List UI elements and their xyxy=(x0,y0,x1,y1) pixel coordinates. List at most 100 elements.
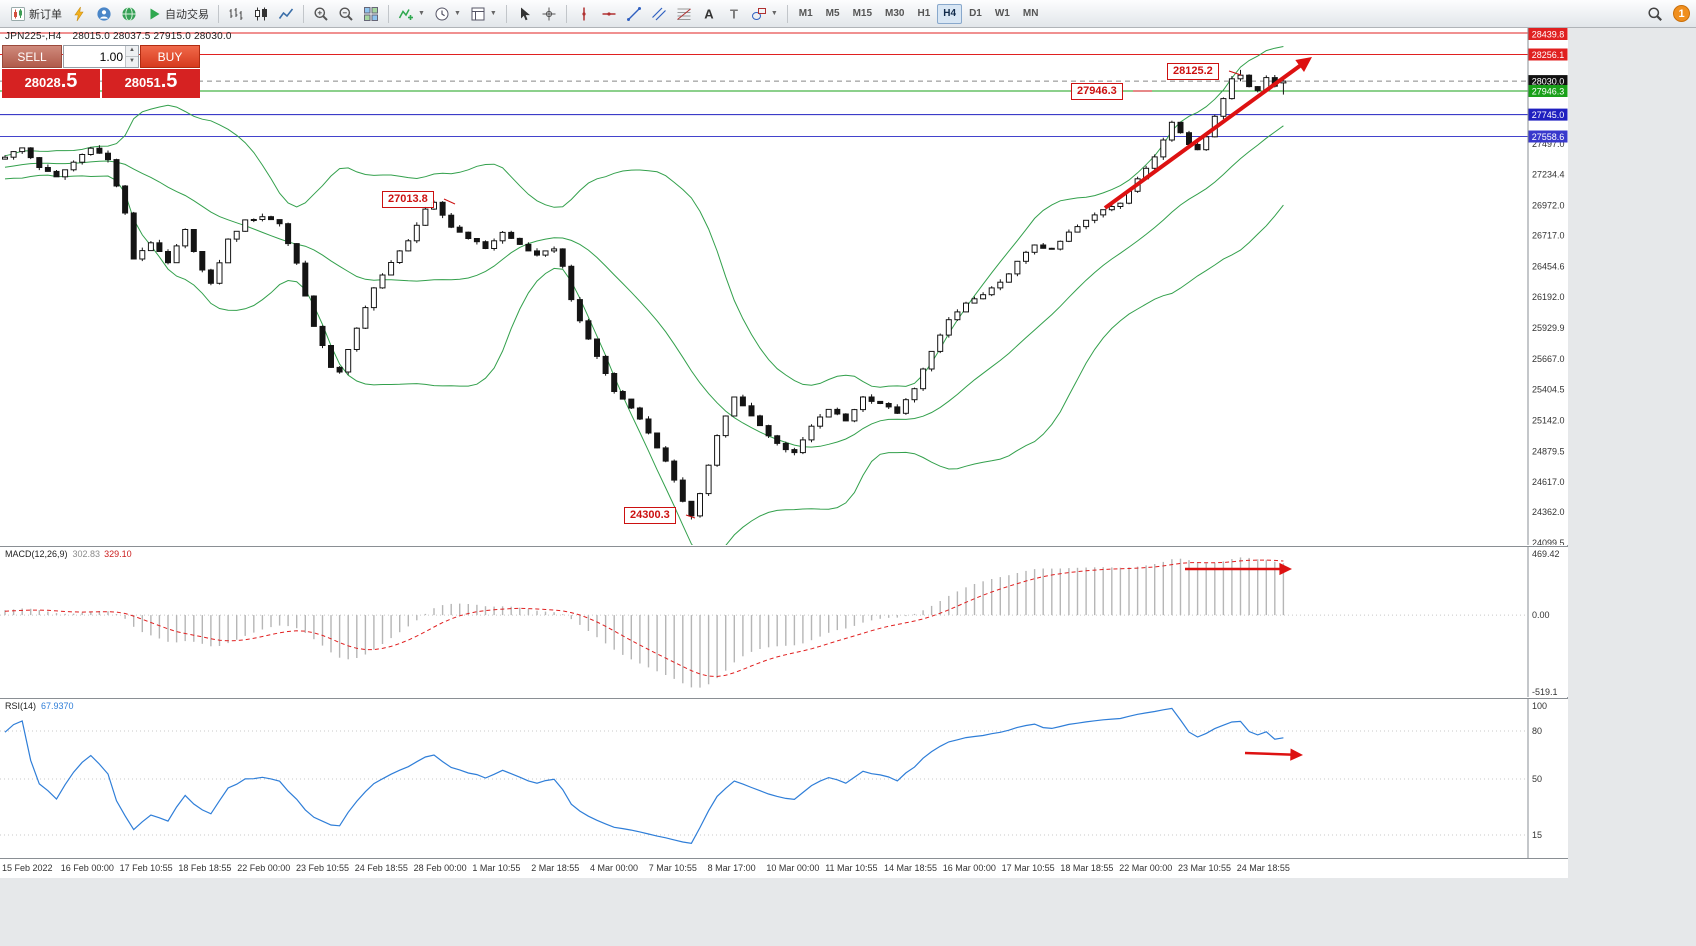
volume-up-button[interactable]: ▲ xyxy=(126,46,138,56)
volume-down-button[interactable]: ▼ xyxy=(126,56,138,67)
main-price-axis[interactable]: 27497.0 27234.4 26972.0 26717.0 26454.6 26192… xyxy=(1527,28,1568,545)
zoom-out-button[interactable] xyxy=(334,3,358,25)
price-annotation[interactable]: 28125.2 xyxy=(1167,63,1219,80)
timeframe-h4[interactable]: H4 xyxy=(937,3,963,24)
profile-icon xyxy=(97,6,111,21)
buy-price-pips: .5 xyxy=(160,70,178,92)
templates-button[interactable]: ▼ xyxy=(466,3,501,25)
time-label: 17 Mar 10:55 xyxy=(1001,863,1055,873)
svg-text:26717.0: 26717.0 xyxy=(1532,230,1565,240)
macd-histogram xyxy=(4,557,1285,688)
autotrading-button-label: 自动交易 xyxy=(165,8,209,21)
rsi-arrow[interactable] xyxy=(1244,748,1303,761)
macd-arrow[interactable] xyxy=(1185,562,1292,576)
main-chart-panel[interactable]: 27497.0 27234.4 26972.0 26717.0 26454.6 26192… xyxy=(0,28,1568,545)
text-label-button[interactable]: T xyxy=(722,3,746,25)
fibonacci-button[interactable] xyxy=(672,3,696,25)
time-label: 18 Mar 18:55 xyxy=(1060,863,1114,873)
timeframe-mn[interactable]: MN xyxy=(1022,8,1039,19)
time-label: 4 Mar 00:00 xyxy=(590,863,639,873)
vertical-line-button[interactable] xyxy=(572,3,596,25)
vertical-line-icon xyxy=(582,7,586,20)
timeframe-m5[interactable]: M5 xyxy=(825,8,840,19)
rsi-canvas[interactable]: 100 80 50 15 xyxy=(0,699,1568,858)
timeframe-d1[interactable]: D1 xyxy=(969,8,982,19)
chevron-down-icon: ▼ xyxy=(489,10,497,17)
toolbar-separator xyxy=(565,4,567,23)
svg-text:24617.0: 24617.0 xyxy=(1532,477,1565,487)
trend-arrow[interactable] xyxy=(1103,57,1312,210)
toolbar-separator xyxy=(218,4,219,23)
toolbar-separator xyxy=(505,4,507,23)
volume-input[interactable] xyxy=(64,49,125,64)
ohlc-bars-button[interactable] xyxy=(224,3,248,25)
timeframe-m15[interactable]: M15 xyxy=(852,8,873,19)
sell-button[interactable]: SELL xyxy=(2,45,62,68)
data-window-button[interactable] xyxy=(117,3,141,25)
macd-canvas[interactable]: 469.42 0.00 -519.1 xyxy=(0,547,1568,697)
timeframe-m1[interactable]: M1 xyxy=(798,8,813,19)
timeframe-w1[interactable]: W1 xyxy=(994,8,1010,19)
channel-button[interactable] xyxy=(647,3,671,25)
svg-text:50: 50 xyxy=(1532,774,1542,784)
price-annotation[interactable]: 24300.3 xyxy=(624,507,676,524)
time-label: 22 Mar 00:00 xyxy=(1119,863,1173,873)
toolbar-separator xyxy=(786,4,788,23)
svg-text:27558.6: 27558.6 xyxy=(1532,132,1565,142)
tile-windows-button[interactable] xyxy=(359,3,383,25)
time-label: 2 Mar 18:55 xyxy=(531,863,580,873)
line-chart-button[interactable] xyxy=(274,3,298,25)
buy-button[interactable]: BUY xyxy=(140,45,200,68)
svg-text:15: 15 xyxy=(1532,830,1542,840)
text-button[interactable]: A xyxy=(697,3,721,25)
price-annotation[interactable]: 27946.3 xyxy=(1071,83,1123,100)
horizontal-line-button[interactable] xyxy=(597,3,621,25)
indicators-icon xyxy=(398,8,413,20)
svg-text:24362.0: 24362.0 xyxy=(1532,507,1565,517)
expert-advisors-button[interactable] xyxy=(67,3,91,25)
svg-text:27497.0: 27497.0 xyxy=(1532,139,1565,149)
zoom-in-button[interactable] xyxy=(309,3,333,25)
cursor-icon xyxy=(520,7,530,20)
svg-text:26454.6: 26454.6 xyxy=(1532,261,1565,271)
chart-window: 27497.0 27234.4 26972.0 26717.0 26454.6 26192… xyxy=(0,28,1568,878)
price-chart-canvas[interactable]: 27497.0 27234.4 26972.0 26717.0 26454.6 26192… xyxy=(0,28,1568,545)
macd-value-signal: 329.10 xyxy=(104,549,132,559)
buy-price[interactable]: 28051.5 xyxy=(102,69,200,98)
cursor-button[interactable] xyxy=(512,3,536,25)
crosshair-button[interactable] xyxy=(537,3,561,25)
timeframe-m30[interactable]: M30 xyxy=(885,8,905,19)
svg-text:28030.0: 28030.0 xyxy=(1532,77,1565,87)
shapes-button[interactable]: ▼ xyxy=(747,3,782,25)
price-levels-layer xyxy=(0,32,1528,137)
indicators-button[interactable]: ▼ xyxy=(394,3,429,25)
time-label: 7 Mar 10:55 xyxy=(648,863,697,873)
profile-button[interactable] xyxy=(92,3,116,25)
sell-price[interactable]: 28028.5 xyxy=(2,69,100,98)
time-label: 8 Mar 17:00 xyxy=(707,863,756,873)
macd-indicator-panel[interactable]: 469.42 0.00 -519.1 MACD(12,26,9) 302.83 329.… xyxy=(0,546,1568,697)
candles-layer xyxy=(2,69,1287,520)
rsi-label: RSI(14) 67.9370 xyxy=(5,701,74,711)
svg-text:24879.5: 24879.5 xyxy=(1532,446,1565,456)
toolbar: 新订单 自动交易 ▼ ▼ ▼ A T ▼ M1 M5 M15 M30 H1 H4 D1 W1 MN 1 xyxy=(0,0,1696,28)
rsi-name: RSI(14) xyxy=(5,701,37,711)
new-order-button[interactable]: 新订单 xyxy=(6,3,66,25)
svg-text:T: T xyxy=(730,6,738,21)
price-annotation[interactable]: 27013.8 xyxy=(382,191,434,208)
notifications-badge[interactable]: 1 xyxy=(1673,5,1690,22)
macd-name: MACD(12,26,9) xyxy=(5,549,68,559)
time-label: 28 Feb 00:00 xyxy=(413,863,467,873)
search-icon xyxy=(1648,6,1662,21)
autotrading-button[interactable]: 自动交易 xyxy=(142,3,213,25)
trendline-button[interactable] xyxy=(622,3,646,25)
symbol-search-button[interactable] xyxy=(1643,3,1667,25)
periods-button[interactable]: ▼ xyxy=(430,3,465,25)
timeframe-h1[interactable]: H1 xyxy=(917,8,931,19)
svg-text:26972.0: 26972.0 xyxy=(1532,201,1565,211)
trendline-icon xyxy=(626,6,641,21)
time-axis[interactable]: 15 Feb 2022 16 Feb 00:00 17 Feb 10:55 18 Fe… xyxy=(0,858,1568,878)
candlestick-chart-button[interactable] xyxy=(249,3,273,25)
time-label: 17 Feb 10:55 xyxy=(119,863,173,873)
rsi-indicator-panel[interactable]: 100 80 50 15 RSI(14) 67.9370 xyxy=(0,698,1568,858)
